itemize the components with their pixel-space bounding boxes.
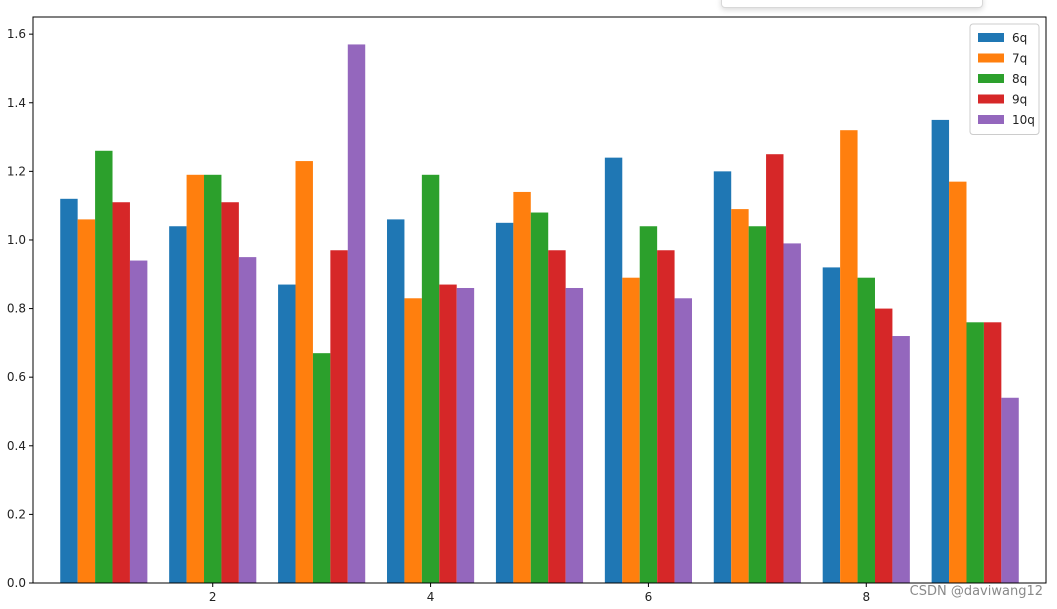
y-tick-label: 1.0 <box>7 233 26 247</box>
watermark-text: CSDN @daviwang12 <box>909 584 1043 599</box>
bar-9q-1 <box>112 202 130 584</box>
bar-10q-7 <box>783 243 801 583</box>
bar-9q-9 <box>983 322 1002 583</box>
plot-frame <box>32 16 1047 584</box>
bar-7q-5 <box>513 191 531 583</box>
legend-swatch-10q <box>978 115 1004 124</box>
bar-8q-7 <box>748 226 767 583</box>
y-tick-label: 0.6 <box>7 370 26 384</box>
x-tick-label: 6 <box>645 590 653 604</box>
legend-label-6q: 6q <box>1012 31 1027 45</box>
y-tick-label: 0.0 <box>7 576 26 590</box>
legend-box <box>969 23 1040 135</box>
bar-7q-7 <box>731 209 749 583</box>
x-tick-label: 2 <box>209 590 217 604</box>
legend: 6q 7q 8q 9q 10q <box>969 23 1040 135</box>
bar-6q-9 <box>931 119 950 583</box>
bar-10q-9 <box>1001 397 1019 583</box>
legend-swatch-6q <box>978 33 1004 42</box>
bar-9q-6 <box>657 250 675 583</box>
x-tick-label: 4 <box>427 590 435 604</box>
bar-8q-2 <box>204 174 222 584</box>
bar-6q-4 <box>387 219 405 583</box>
bar-7q-9 <box>949 181 967 583</box>
bar-6q-5 <box>495 222 514 583</box>
legend-label-7q: 7q <box>1012 52 1027 66</box>
bar-6q-2 <box>169 226 187 583</box>
bar-6q-6 <box>604 157 623 583</box>
bar-7q-4 <box>404 298 422 583</box>
bar-10q-4 <box>456 287 475 583</box>
y-tick-label: 0.2 <box>7 507 26 521</box>
bar-8q-4 <box>421 174 440 584</box>
bar-6q-1 <box>60 198 78 583</box>
bar-10q-1 <box>129 260 148 583</box>
bar-10q-2 <box>238 257 257 583</box>
bar-7q-1 <box>77 219 96 583</box>
bar-8q-5 <box>530 212 549 583</box>
legend-label-9q: 9q <box>1012 93 1027 107</box>
legend-swatch-8q <box>978 74 1004 83</box>
bar-6q-3 <box>278 284 296 583</box>
bar-9q-5 <box>548 250 566 583</box>
axes-group: 0.0 0.2 0.4 0.6 0.8 1.0 1.2 1.4 1.6 2 4 6 8 <box>7 16 1047 604</box>
popup-panel-edge <box>721 0 983 8</box>
bar-7q-3 <box>295 161 313 583</box>
bars-group <box>60 44 1019 584</box>
bar-9q-2 <box>221 202 239 584</box>
legend-label-8q: 8q <box>1012 72 1027 86</box>
legend-swatch-9q <box>978 94 1004 104</box>
x-tick-label: 8 <box>862 590 870 604</box>
bar-6q-8 <box>822 267 841 583</box>
bar-7q-8 <box>840 130 858 583</box>
y-tick-label: 1.2 <box>7 164 26 178</box>
y-tick-label: 1.6 <box>7 27 26 41</box>
y-tick-label: 1.4 <box>7 96 26 110</box>
legend-swatch-7q <box>978 53 1004 63</box>
bar-9q-8 <box>874 308 893 583</box>
bar-6q-7 <box>713 171 732 584</box>
y-tick-label: 0.8 <box>7 302 26 316</box>
y-tick-label: 0.4 <box>7 439 26 453</box>
bar-10q-3 <box>347 44 366 583</box>
bar-9q-7 <box>766 154 784 583</box>
bar-9q-4 <box>439 284 457 583</box>
bar-8q-3 <box>312 353 331 583</box>
bar-8q-6 <box>639 226 658 583</box>
bar-8q-1 <box>95 150 113 583</box>
bar-7q-6 <box>622 277 640 583</box>
bar-8q-8 <box>857 277 875 583</box>
bar-7q-2 <box>186 174 205 584</box>
bar-10q-5 <box>565 287 584 583</box>
legend-label-10q: 10q <box>1012 113 1035 127</box>
bar-10q-6 <box>674 298 692 583</box>
bar-10q-8 <box>892 336 910 583</box>
bar-9q-3 <box>330 250 348 583</box>
bar-8q-9 <box>966 322 984 583</box>
